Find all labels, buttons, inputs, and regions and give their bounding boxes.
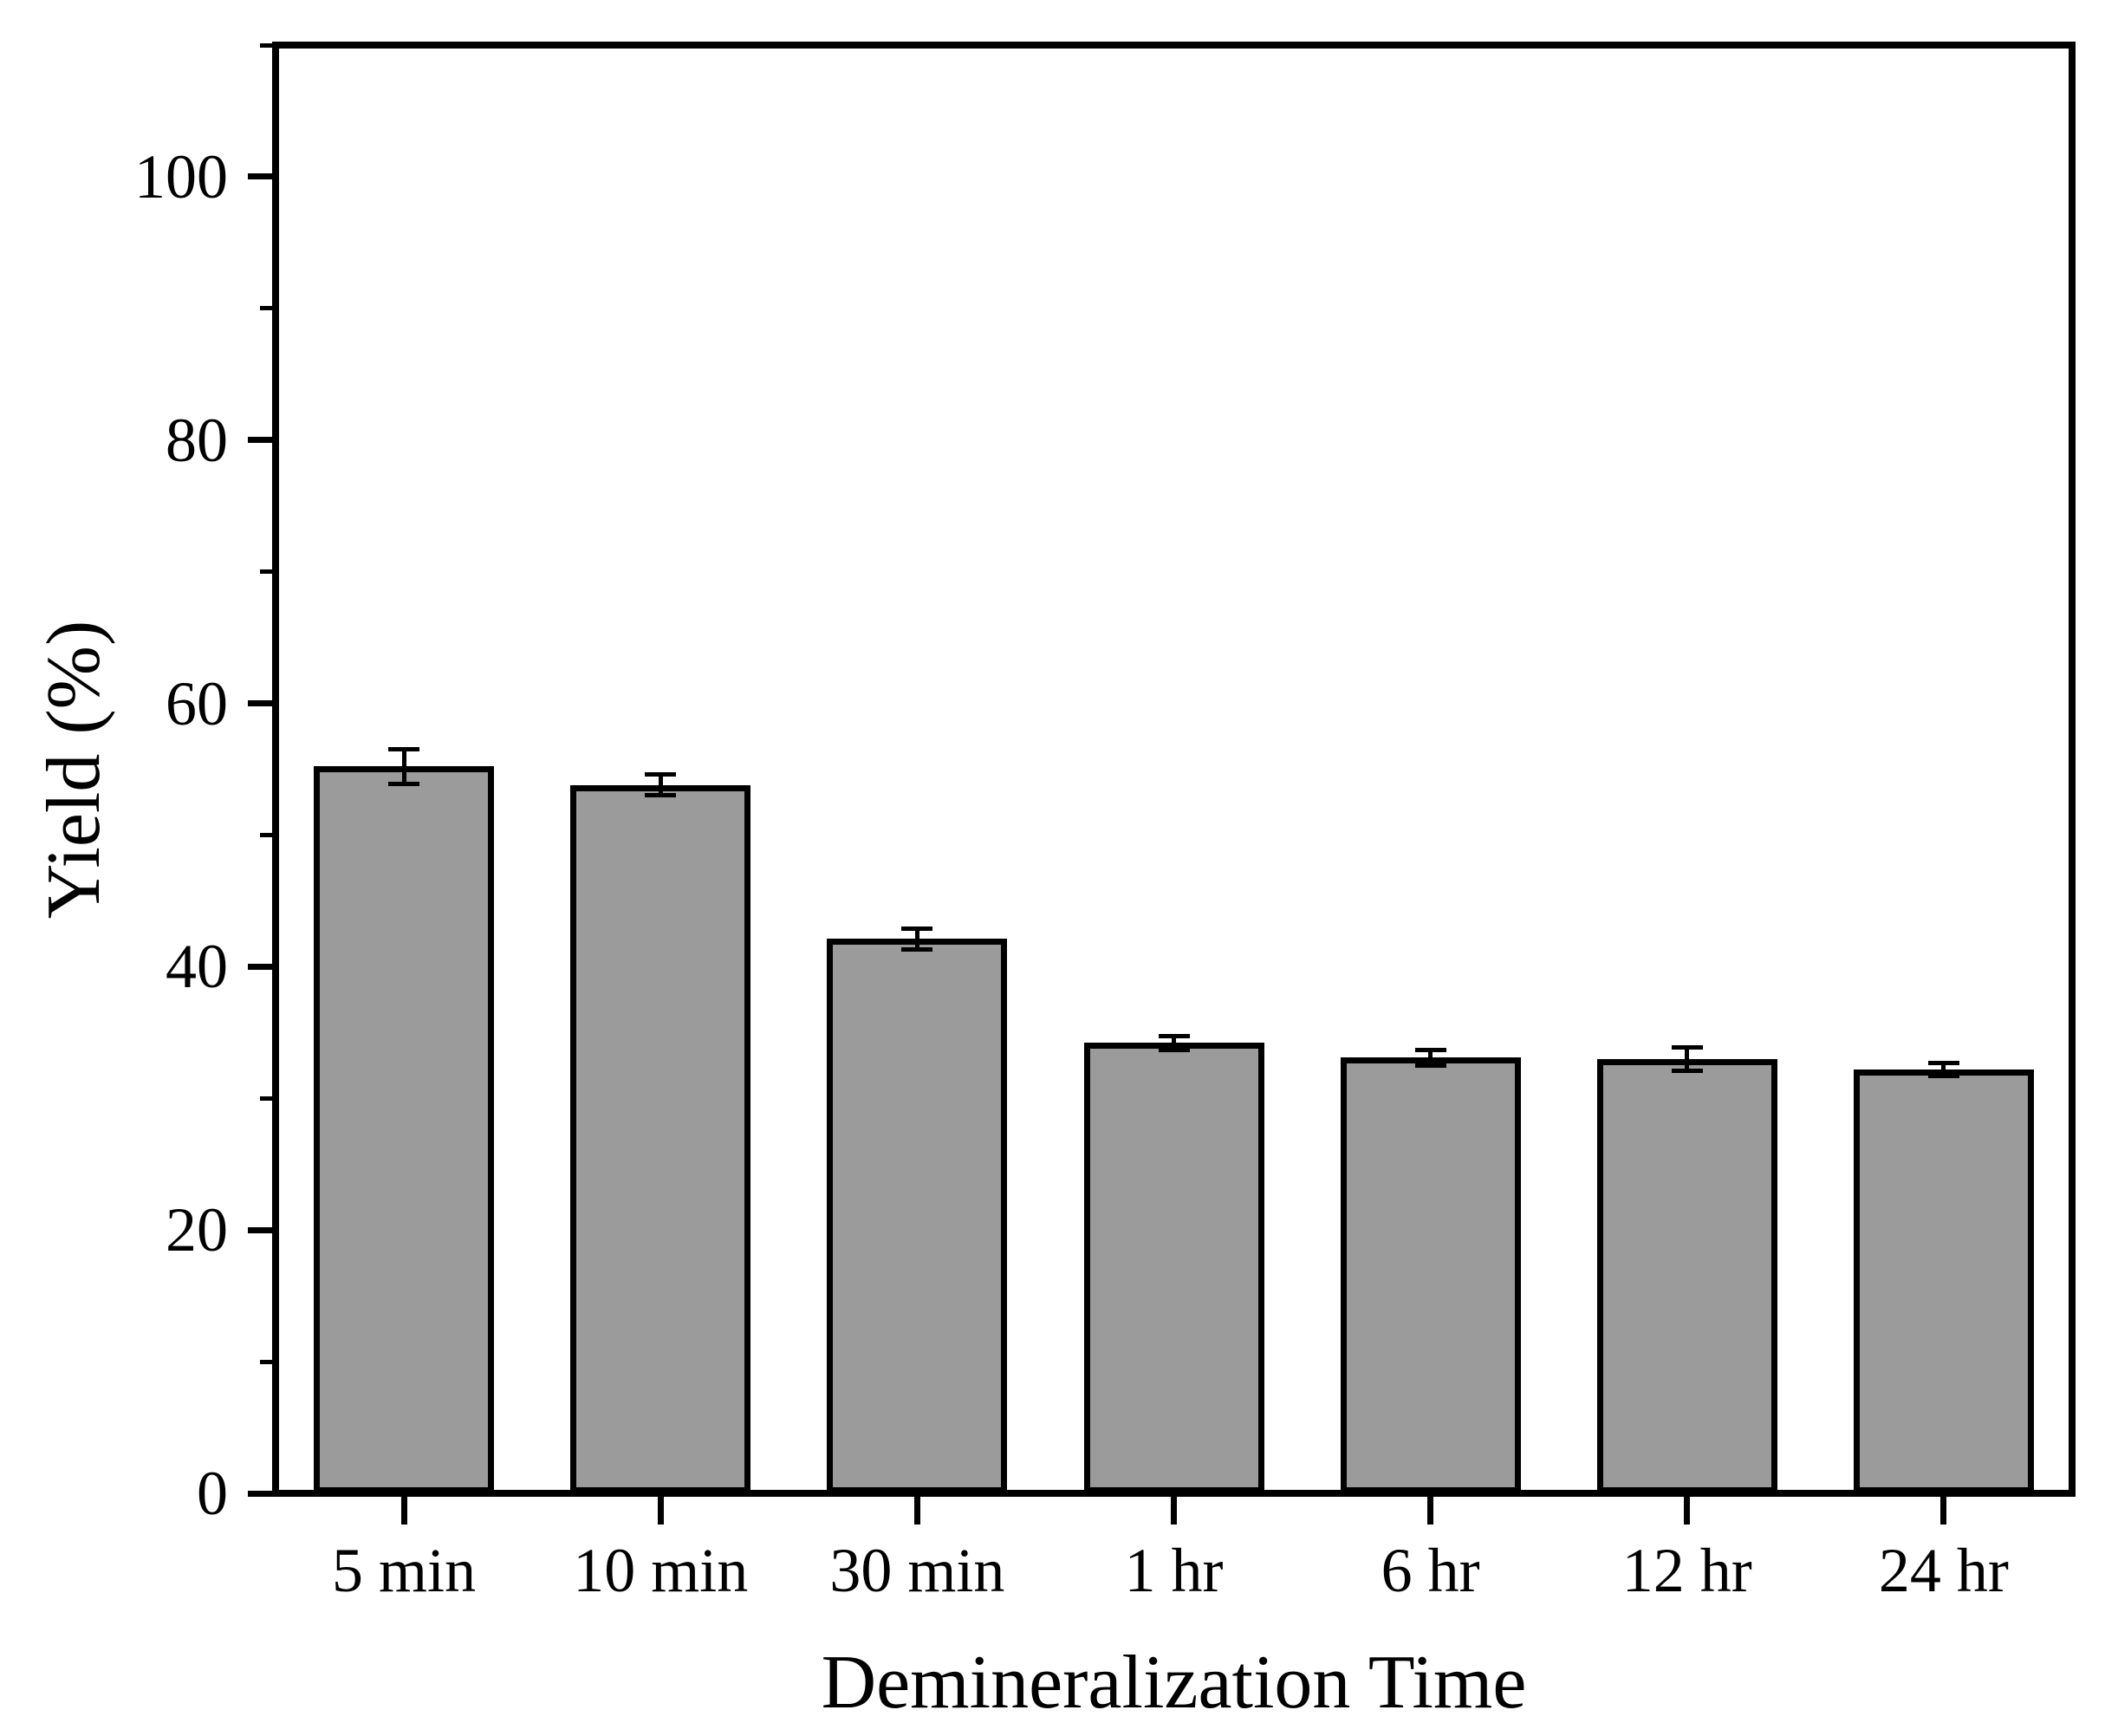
y-tick-label: 80 <box>166 405 228 475</box>
error-bar-line <box>658 774 663 796</box>
x-category-label: 5 min <box>332 1536 477 1605</box>
x-tick <box>1427 1497 1434 1525</box>
bar <box>1083 1043 1264 1493</box>
x-tick <box>657 1497 664 1525</box>
y-tick-label: 40 <box>166 932 228 1002</box>
x-tick <box>1940 1497 1947 1525</box>
y-minor-tick <box>260 42 276 48</box>
bar <box>827 939 1008 1493</box>
x-tick <box>400 1497 407 1525</box>
x-category-label: 1 hr <box>1124 1536 1224 1605</box>
x-tick <box>913 1497 920 1525</box>
error-bar-cap-bottom <box>1414 1063 1446 1068</box>
error-bar-cap-top <box>1671 1044 1703 1050</box>
error-bar-line <box>1172 1036 1176 1050</box>
error-bar-cap-top <box>1158 1034 1190 1039</box>
x-category-label: 6 hr <box>1381 1536 1480 1605</box>
x-category-label: 10 min <box>573 1536 749 1605</box>
error-bar-line <box>1685 1047 1690 1071</box>
y-tick-label: 100 <box>134 141 228 211</box>
y-tick-label: 20 <box>166 1195 228 1265</box>
y-major-tick <box>248 173 276 180</box>
y-major-tick <box>248 963 276 970</box>
y-minor-tick <box>260 569 276 575</box>
plot-frame <box>272 42 2076 1497</box>
error-bar-cap-bottom <box>645 793 677 798</box>
error-bar-cap-top <box>901 926 933 931</box>
error-bar-line <box>401 749 406 784</box>
x-category-label: 12 hr <box>1621 1536 1752 1605</box>
x-category-label: 30 min <box>829 1536 1005 1605</box>
error-bar-cap-bottom <box>901 947 933 953</box>
y-minor-tick <box>260 306 276 311</box>
error-bar-line <box>1428 1050 1433 1066</box>
error-bar-cap-top <box>645 772 677 777</box>
bar <box>1340 1057 1521 1493</box>
error-bar-cap-top <box>1414 1047 1446 1052</box>
y-major-tick <box>248 1226 276 1233</box>
bar <box>314 766 495 1493</box>
error-bar-line <box>1941 1063 1946 1076</box>
error-bar-cap-top <box>1927 1060 1959 1065</box>
x-axis-title: Demineralization Time <box>821 1641 1527 1725</box>
bar <box>570 784 751 1493</box>
error-bar-line <box>914 928 919 950</box>
y-axis-title: Yield (%) <box>32 620 116 920</box>
error-bar-cap-bottom <box>1671 1068 1703 1073</box>
y-tick-label: 0 <box>197 1459 228 1528</box>
error-bar-cap-top <box>388 747 420 752</box>
error-bar-cap-bottom <box>1158 1047 1190 1052</box>
y-major-tick <box>248 700 276 707</box>
y-major-tick <box>248 437 276 444</box>
y-minor-tick <box>260 1096 276 1101</box>
bar <box>1596 1058 1777 1493</box>
error-bar-cap-bottom <box>388 781 420 786</box>
error-bar-cap-bottom <box>1927 1073 1959 1078</box>
y-major-tick <box>248 1490 276 1497</box>
y-minor-tick <box>260 832 276 837</box>
bar <box>1853 1069 2034 1493</box>
x-tick <box>1684 1497 1691 1525</box>
x-tick <box>1171 1497 1177 1525</box>
y-tick-label: 60 <box>166 668 228 738</box>
x-category-label: 24 hr <box>1878 1536 2009 1605</box>
y-minor-tick <box>260 1359 276 1364</box>
